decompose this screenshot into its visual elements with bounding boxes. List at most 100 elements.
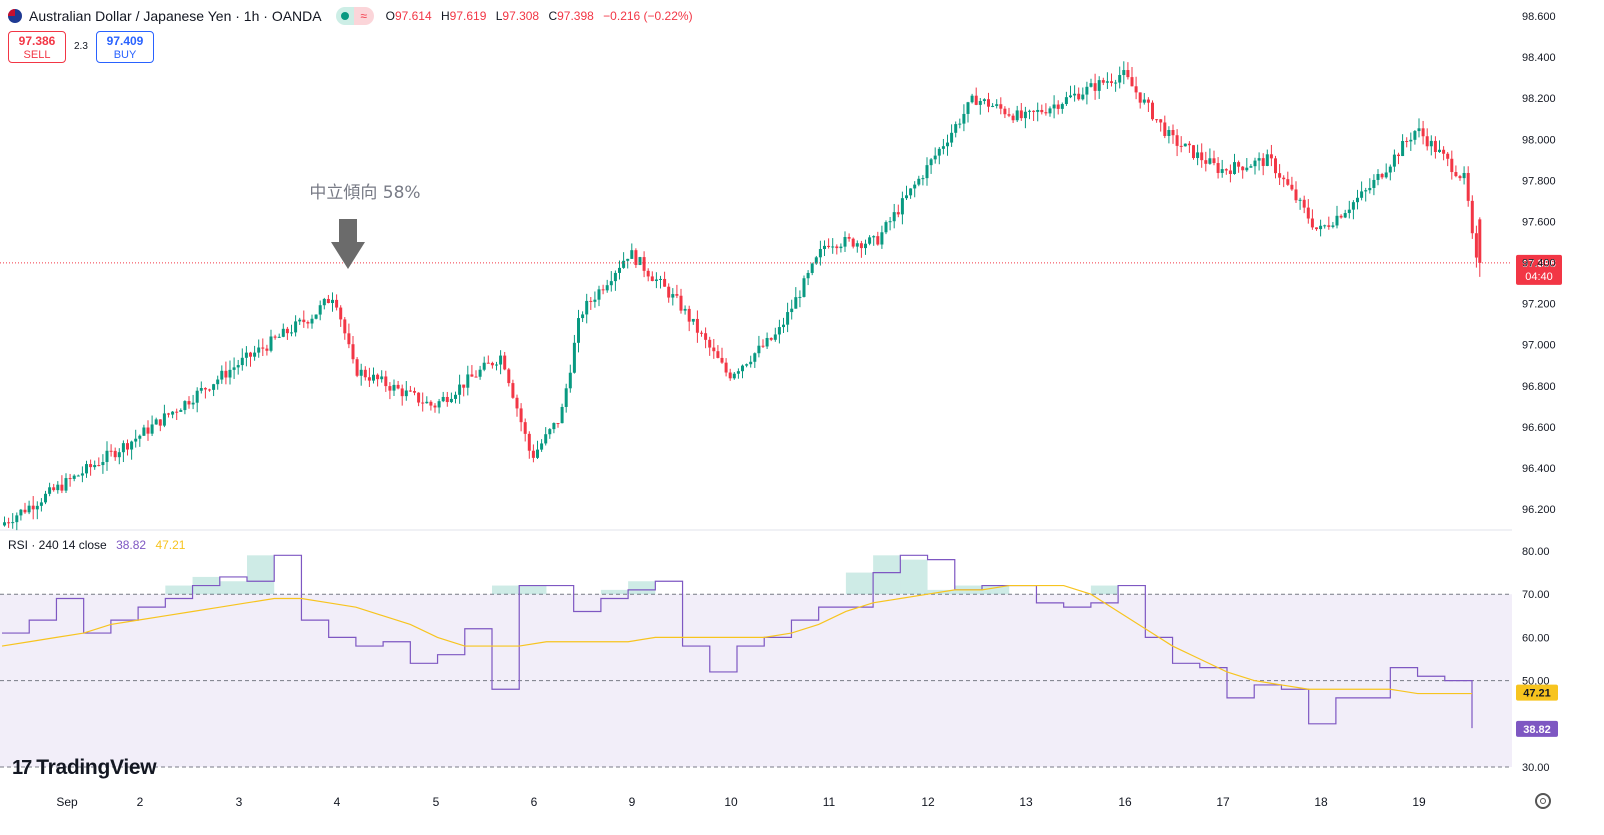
rsi-overbought-fill bbox=[900, 559, 928, 595]
candle-body bbox=[269, 336, 273, 351]
candle-body bbox=[490, 362, 494, 366]
candle-body bbox=[1347, 209, 1351, 214]
candle-body bbox=[527, 433, 531, 451]
candle-body bbox=[630, 250, 634, 259]
candle-body bbox=[1130, 77, 1134, 87]
candle-body bbox=[7, 522, 11, 524]
candle-body bbox=[380, 376, 384, 380]
candle-body bbox=[158, 419, 162, 426]
candle-body bbox=[372, 374, 375, 381]
candle-body bbox=[302, 319, 306, 323]
candle-body bbox=[659, 278, 662, 280]
candle-body bbox=[503, 355, 507, 370]
candle-body bbox=[609, 281, 613, 286]
candle-body bbox=[900, 198, 904, 215]
candle-body bbox=[1319, 225, 1323, 230]
candle-body bbox=[191, 402, 195, 405]
time-tick-label: 17 bbox=[1216, 795, 1230, 809]
candle-body bbox=[1110, 81, 1113, 83]
candle-body bbox=[1212, 158, 1216, 164]
candle-body bbox=[76, 475, 80, 477]
candle-body bbox=[48, 487, 52, 494]
rsi-overbought-fill bbox=[628, 581, 656, 595]
candle-body bbox=[285, 328, 289, 334]
candle-body bbox=[52, 487, 56, 491]
candle-body bbox=[757, 345, 761, 354]
candle-body bbox=[1138, 92, 1142, 103]
rsi-ma-line bbox=[1, 584, 1472, 695]
candle-body bbox=[228, 369, 232, 378]
candle-body bbox=[929, 159, 933, 166]
candle-body bbox=[216, 379, 220, 385]
candle-body bbox=[745, 364, 749, 366]
candle-body bbox=[1077, 93, 1081, 100]
rsi-tick-label: 80.00 bbox=[1522, 546, 1550, 558]
candle-body bbox=[249, 352, 252, 357]
candle-body bbox=[593, 299, 597, 302]
price-tick-label: 97.000 bbox=[1522, 340, 1556, 352]
time-tick-label: 4 bbox=[334, 795, 341, 809]
candle-body bbox=[388, 386, 392, 391]
candle-body bbox=[1007, 114, 1011, 116]
price-tick-label: 98.400 bbox=[1522, 52, 1556, 64]
annotation-text: 中立傾向 58% bbox=[309, 183, 420, 203]
candle-body bbox=[691, 318, 695, 322]
candle-body bbox=[1011, 115, 1015, 121]
candle-body bbox=[700, 332, 703, 334]
candle-body bbox=[1241, 166, 1245, 171]
candle-body bbox=[1462, 172, 1466, 179]
candle-body bbox=[408, 390, 412, 392]
candle-body bbox=[109, 450, 113, 452]
sell-button[interactable]: 97.386 SELL bbox=[8, 31, 66, 63]
candle-body bbox=[474, 376, 478, 378]
candle-body bbox=[704, 333, 708, 340]
candle-body bbox=[1183, 143, 1187, 147]
tradingview-logo[interactable]: 17 TradingView bbox=[12, 756, 157, 780]
candle-body bbox=[1093, 83, 1097, 91]
candle-body bbox=[560, 406, 564, 424]
candle-body bbox=[195, 390, 199, 403]
candle-body bbox=[68, 478, 72, 480]
candle-body bbox=[499, 355, 503, 365]
candle-body bbox=[589, 300, 593, 302]
candle-body bbox=[1028, 110, 1031, 112]
candle-body bbox=[318, 305, 322, 315]
buy-button[interactable]: 97.409 BUY bbox=[96, 31, 154, 63]
candle-body bbox=[540, 443, 544, 450]
rsi-legend[interactable]: RSI · 240 14 close 38.82 47.21 bbox=[8, 538, 185, 552]
candle-body bbox=[253, 352, 257, 357]
candle-body bbox=[1257, 158, 1261, 161]
candle-body bbox=[1438, 149, 1441, 153]
countdown-label: 04:40 bbox=[1525, 271, 1553, 283]
last-price-badge bbox=[1516, 254, 1562, 285]
settings-gear-icon[interactable] bbox=[1535, 793, 1551, 809]
time-tick-label: 2 bbox=[137, 795, 144, 809]
candle-body bbox=[1315, 227, 1318, 230]
candle-body bbox=[1155, 119, 1159, 121]
candle-body bbox=[1274, 158, 1277, 174]
candle-body bbox=[1261, 158, 1265, 166]
candle-body bbox=[777, 327, 781, 335]
candle-body bbox=[208, 389, 211, 391]
candle-body bbox=[782, 324, 785, 328]
time-tick-label: 18 bbox=[1314, 795, 1328, 809]
time-tick-label: 10 bbox=[724, 795, 738, 809]
time-tick-label: 12 bbox=[921, 795, 935, 809]
candle-body bbox=[1187, 143, 1191, 146]
symbol-title[interactable]: Australian Dollar / Japanese Yen · 1h · … bbox=[29, 8, 322, 24]
candle-body bbox=[1081, 94, 1085, 100]
candle-body bbox=[175, 411, 179, 413]
candle-body bbox=[1356, 197, 1359, 203]
down-arrow-icon[interactable] bbox=[331, 219, 365, 269]
time-tick-label: Sep bbox=[56, 795, 78, 809]
buy-price: 97.409 bbox=[106, 34, 144, 48]
market-status-pill[interactable]: ≈ bbox=[335, 7, 374, 25]
candle-body bbox=[93, 465, 97, 468]
candle-body bbox=[814, 257, 818, 264]
candle-body bbox=[519, 408, 523, 423]
candle-body bbox=[138, 435, 142, 439]
candle-body bbox=[798, 296, 802, 298]
sell-label: SELL bbox=[23, 49, 51, 61]
candle-body bbox=[864, 243, 867, 249]
